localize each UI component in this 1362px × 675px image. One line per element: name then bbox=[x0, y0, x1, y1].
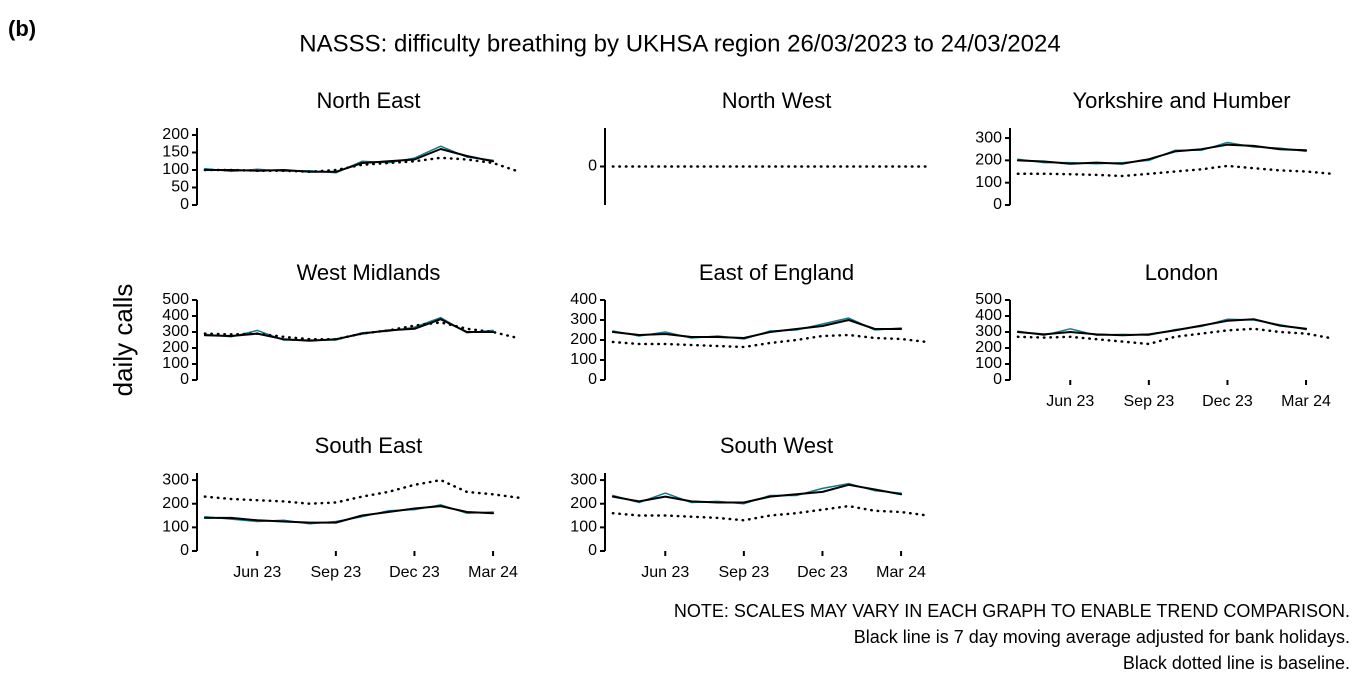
panel-title: West Midlands bbox=[297, 260, 441, 285]
y-tick-label: 100 bbox=[162, 161, 189, 178]
baseline-line bbox=[203, 156, 521, 174]
y-tick-label: 200 bbox=[570, 331, 597, 348]
series-line bbox=[611, 319, 903, 339]
y-tick-label: 100 bbox=[570, 351, 597, 368]
x-tick-label: Dec 23 bbox=[797, 564, 848, 581]
series-line bbox=[204, 145, 494, 174]
panel-title: Yorkshire and Humber bbox=[1072, 88, 1290, 113]
y-tick-label: 400 bbox=[975, 307, 1002, 324]
x-tick-label: Jun 23 bbox=[233, 564, 281, 581]
y-tick-label: 300 bbox=[975, 323, 1002, 340]
y-axis-label: daily calls bbox=[108, 284, 138, 397]
note: Black line is 7 day moving average adjus… bbox=[854, 627, 1350, 647]
y-tick-label: 500 bbox=[162, 291, 189, 308]
y-tick-label: 200 bbox=[975, 339, 1002, 356]
y-tick-label: 0 bbox=[180, 196, 189, 213]
panel-title: East of England bbox=[699, 260, 854, 285]
y-tick-label: 0 bbox=[180, 371, 189, 388]
y-tick-label: 50 bbox=[171, 179, 189, 196]
y-tick-label: 100 bbox=[975, 174, 1002, 191]
y-tick-label: 200 bbox=[975, 152, 1002, 169]
y-tick-label: 400 bbox=[570, 291, 597, 308]
x-tick-label: Mar 24 bbox=[468, 564, 518, 581]
series-line bbox=[1016, 143, 1308, 165]
panel-title: South East bbox=[315, 433, 423, 458]
y-tick-label: 200 bbox=[570, 495, 597, 512]
x-tick-label: Mar 24 bbox=[876, 564, 926, 581]
y-tick-label: 0 bbox=[588, 158, 597, 175]
y-tick-label: 0 bbox=[588, 371, 597, 388]
y-tick-label: 0 bbox=[588, 542, 597, 559]
panel-label: (b) bbox=[8, 16, 36, 41]
panel-title: London bbox=[1145, 260, 1218, 285]
y-tick-label: 200 bbox=[162, 126, 189, 143]
y-tick-label: 300 bbox=[162, 471, 189, 488]
panel-title: North West bbox=[722, 88, 832, 113]
y-tick-label: 300 bbox=[570, 311, 597, 328]
y-tick-label: 300 bbox=[570, 471, 597, 488]
y-tick-label: 100 bbox=[975, 355, 1002, 372]
x-tick-label: Sep 23 bbox=[1124, 393, 1175, 410]
y-tick-label: 200 bbox=[162, 339, 189, 356]
panel-title: South West bbox=[720, 433, 833, 458]
y-tick-label: 200 bbox=[162, 495, 189, 512]
baseline-line bbox=[1016, 327, 1334, 346]
y-tick-label: 100 bbox=[570, 519, 597, 536]
x-tick-label: Jun 23 bbox=[641, 564, 689, 581]
x-tick-label: Sep 23 bbox=[719, 564, 770, 581]
x-tick-label: Mar 24 bbox=[1281, 393, 1331, 410]
x-tick-label: Dec 23 bbox=[1202, 393, 1253, 410]
series-line bbox=[1016, 318, 1308, 337]
y-tick-label: 0 bbox=[993, 196, 1002, 213]
y-tick-label: 300 bbox=[975, 129, 1002, 146]
x-tick-label: Dec 23 bbox=[389, 564, 440, 581]
series-line bbox=[611, 483, 903, 504]
baseline-line bbox=[611, 333, 929, 349]
x-tick-label: Jun 23 bbox=[1046, 393, 1094, 410]
baseline-line bbox=[1016, 164, 1334, 178]
y-tick-label: 100 bbox=[162, 355, 189, 372]
note: NOTE: SCALES MAY VARY IN EACH GRAPH TO E… bbox=[674, 601, 1350, 621]
series-line bbox=[203, 505, 495, 524]
y-tick-label: 300 bbox=[162, 323, 189, 340]
baseline-line bbox=[203, 478, 521, 505]
series-line bbox=[1017, 141, 1307, 165]
y-tick-label: 100 bbox=[162, 519, 189, 536]
baseline-line bbox=[611, 504, 929, 522]
figure-title: NASSS: difficulty breathing by UKHSA reg… bbox=[299, 30, 1060, 57]
y-tick-label: 500 bbox=[975, 291, 1002, 308]
panel-title: North East bbox=[317, 88, 421, 113]
y-tick-label: 400 bbox=[162, 307, 189, 324]
baseline-line bbox=[203, 321, 521, 341]
y-tick-label: 0 bbox=[993, 371, 1002, 388]
note: Black dotted line is baseline. bbox=[1123, 653, 1350, 673]
x-tick-label: Sep 23 bbox=[311, 564, 362, 581]
y-tick-label: 0 bbox=[180, 542, 189, 559]
y-tick-label: 150 bbox=[162, 144, 189, 161]
